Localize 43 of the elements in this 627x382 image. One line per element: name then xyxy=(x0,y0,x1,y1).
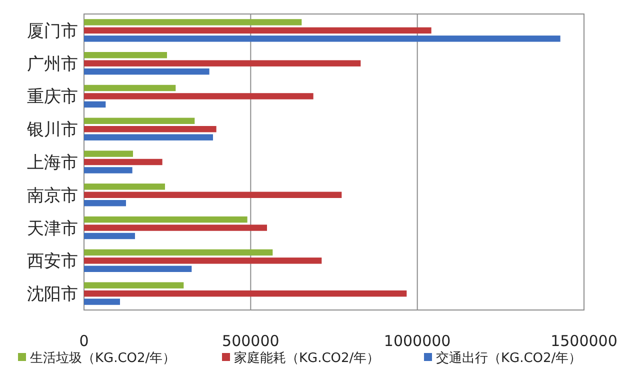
bar xyxy=(84,68,210,75)
bar xyxy=(84,134,213,140)
bar xyxy=(84,84,176,92)
y-tick-label: 上海市 xyxy=(27,153,78,173)
x-tick-label: 0 xyxy=(79,332,89,350)
bar xyxy=(84,101,106,108)
bar xyxy=(84,19,302,26)
bar xyxy=(84,266,192,272)
bar xyxy=(84,93,314,100)
legend-label: 家庭能耗（KG.CO2/年） xyxy=(234,350,380,366)
bar xyxy=(84,36,560,42)
x-tick-label: 500000 xyxy=(222,332,280,350)
bar xyxy=(84,118,195,124)
bar xyxy=(84,258,322,264)
bar xyxy=(84,249,273,256)
y-tick-label: 南京市 xyxy=(27,186,78,206)
x-tick-label: 1000000 xyxy=(384,332,451,350)
y-tick-label: 银川市 xyxy=(26,120,78,140)
legend-label: 生活垃圾（KG.CO2/年） xyxy=(30,351,176,366)
bar xyxy=(84,158,162,166)
y-tick-label: 广州市 xyxy=(27,54,78,74)
bar xyxy=(84,282,184,288)
bar xyxy=(84,298,120,305)
legend-label: 交通出行（KG.CO2/年） xyxy=(436,350,582,366)
bar xyxy=(84,232,135,240)
bar xyxy=(84,184,165,190)
bar xyxy=(84,126,216,132)
bar xyxy=(84,224,267,231)
bar xyxy=(84,52,167,58)
bar xyxy=(84,60,361,66)
bar xyxy=(84,290,407,297)
bar xyxy=(84,27,432,34)
bar xyxy=(84,167,132,174)
bar xyxy=(84,216,248,223)
bar xyxy=(84,200,126,206)
y-tick-label: 天津市 xyxy=(27,218,78,239)
bar xyxy=(84,150,133,157)
y-tick-label: 西安市 xyxy=(27,252,78,272)
y-tick-label: 重庆市 xyxy=(27,87,78,108)
y-tick-label: 沈阳市 xyxy=(27,284,78,305)
y-tick-label: 厦门市 xyxy=(27,21,78,42)
bar xyxy=(84,192,342,198)
x-tick-label: 1500000 xyxy=(550,332,618,350)
